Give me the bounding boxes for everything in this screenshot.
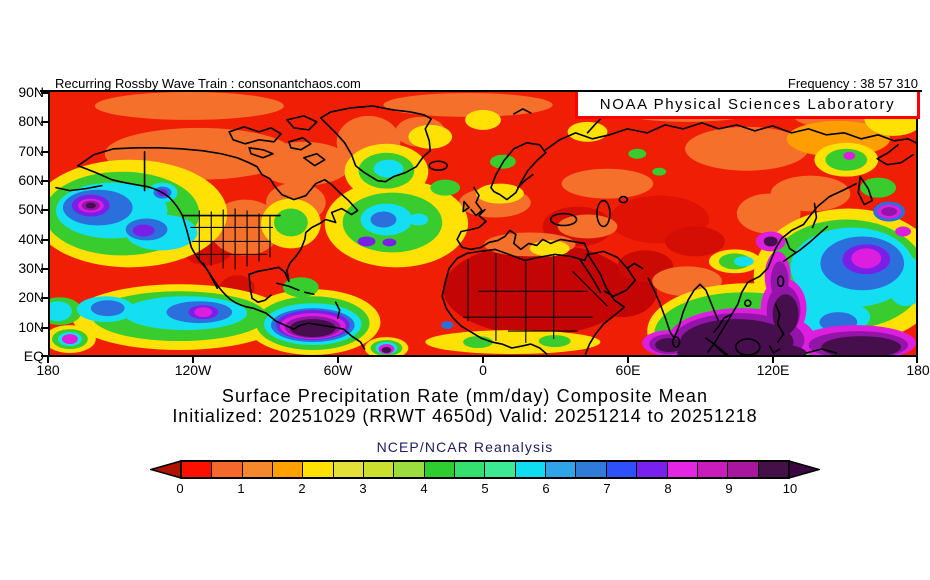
colorbar-segment: [637, 462, 668, 477]
lat-tick: [41, 239, 48, 241]
lat-label-50n: 50N: [18, 201, 44, 217]
lon-tick: [337, 357, 339, 363]
lon-label-60w: 60W: [323, 362, 353, 378]
colorbar-tick-3: 3: [359, 481, 367, 496]
lat-tick: [41, 151, 48, 153]
colorbar-segment: [667, 462, 698, 477]
lat-tick: [41, 297, 48, 299]
colorbar-tick-7: 7: [603, 481, 611, 496]
colorbar-segment: [758, 462, 788, 477]
lon-label-0: 0: [479, 362, 487, 378]
colorbar-tick-0: 0: [176, 481, 184, 496]
lon-label-120e: 120E: [756, 362, 790, 378]
colorbar-segment: [182, 462, 213, 477]
colorbar-segment: [728, 462, 759, 477]
colorbar-right-arrow: [789, 460, 820, 479]
colorbar-tick-2: 2: [298, 481, 306, 496]
lat-tick: [41, 355, 48, 357]
lon-tick: [482, 357, 484, 363]
noaa-psl-banner: NOAA Physical Sciences Laboratory: [575, 92, 920, 119]
lat-label-70n: 70N: [18, 143, 44, 159]
lat-label-90n: 90N: [18, 84, 44, 100]
colorbar-segment: [697, 462, 729, 477]
frequency-caption: Frequency : 38 57 310: [787, 76, 918, 91]
lat-tick: [41, 121, 48, 123]
precipitation-map-canvas: [50, 92, 916, 355]
colorbar-tick-10: 10: [782, 481, 798, 496]
colorbar-segment: [333, 462, 365, 477]
noaa-psl-banner-label: NOAA Physical Sciences Laboratory: [599, 95, 896, 113]
colorbar-right-arrow-shape: [789, 460, 820, 479]
precipitation-map: [48, 92, 918, 357]
coastlines: [55, 105, 916, 355]
colorbar-segment: [273, 462, 304, 477]
colorbar-segment: [303, 462, 334, 477]
lat-tick: [41, 327, 48, 329]
colorbar-segment: [455, 462, 486, 477]
lon-label-180e: 180: [906, 362, 930, 378]
lon-label-60e: 60E: [615, 362, 641, 378]
lon-tick: [47, 357, 49, 363]
lon-tick: [192, 357, 194, 363]
colorbar-segment: [424, 462, 456, 477]
colorbar-tick-8: 8: [664, 481, 672, 496]
lat-label-60n: 60N: [18, 172, 44, 188]
colorbar-segment: [364, 462, 395, 477]
colorbar-tick-9: 9: [725, 481, 733, 496]
colorbar-segment: [546, 462, 577, 477]
colorbar-tick-5: 5: [481, 481, 489, 496]
lat-label-10n: 10N: [18, 319, 44, 335]
data-source-label: NCEP/NCAR Reanalysis: [376, 439, 554, 455]
lat-label-80n: 80N: [18, 113, 44, 129]
colorbar-segment: [394, 462, 425, 477]
colorbar-tick-1: 1: [237, 481, 245, 496]
lat-label-20n: 20N: [18, 289, 44, 305]
plot-subtitle: Initialized: 20251029 (RRWT 4650d) Valid…: [172, 406, 758, 426]
colorbar-segment: [212, 462, 243, 477]
lat-tick: [41, 209, 48, 211]
plot-title: Surface Precipitation Rate (mm/day) Comp…: [221, 386, 709, 406]
lat-label-eq: EQ: [23, 348, 44, 364]
lon-tick: [772, 357, 774, 363]
colorbar-left-arrow-shape: [150, 460, 181, 479]
lon-label-120w: 120W: [174, 362, 212, 378]
lat-label-40n: 40N: [18, 231, 44, 247]
colorbar-segment: [242, 462, 274, 477]
colorbar-segment: [515, 462, 547, 477]
wave-train-caption: Recurring Rossby Wave Train : consonantc…: [55, 76, 361, 91]
colorbar: [180, 460, 790, 479]
precip-field-heavy-cores: [61, 151, 916, 355]
header-rule: [40, 90, 922, 92]
lat-tick: [41, 92, 48, 94]
lon-label-180w: 180: [36, 362, 60, 378]
lat-label-30n: 30N: [18, 260, 44, 276]
colorbar-tick-4: 4: [420, 481, 428, 496]
lon-tick: [916, 357, 918, 363]
state-country-borders: [190, 208, 608, 344]
colorbar-left-arrow: [150, 460, 181, 479]
lat-tick: [41, 180, 48, 182]
colorbar-segment: [485, 462, 516, 477]
colorbar-segment: [576, 462, 607, 477]
lat-tick: [41, 268, 48, 270]
lon-tick: [627, 357, 629, 363]
colorbar-segment: [606, 462, 638, 477]
colorbar-tick-6: 6: [542, 481, 550, 496]
